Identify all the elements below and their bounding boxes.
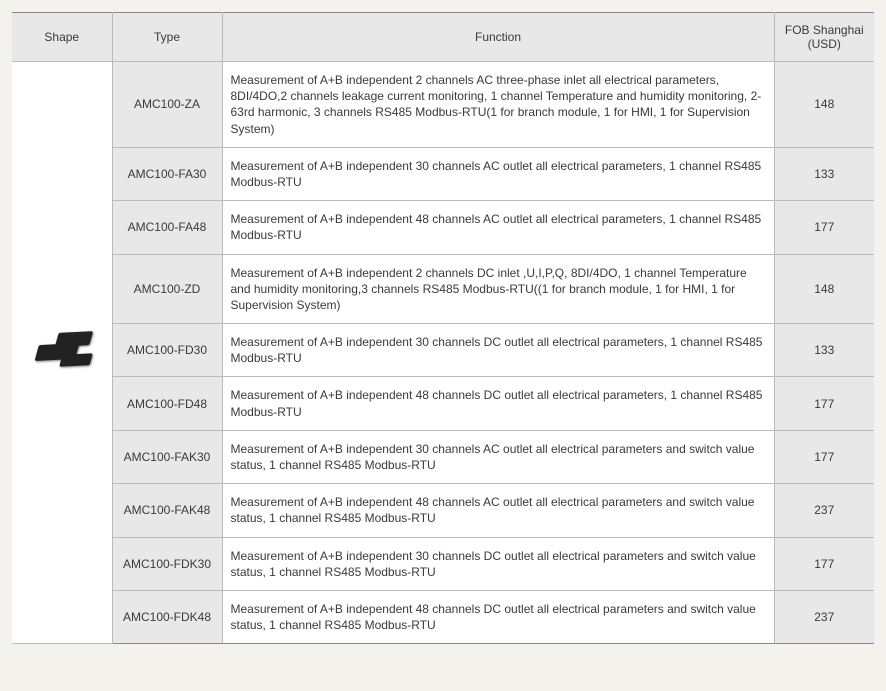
type-cell: AMC100-ZD: [112, 254, 222, 324]
table-row: AMC100-FA30 Measurement of A+B independe…: [12, 147, 874, 200]
function-cell: Measurement of A+B independent 2 channel…: [222, 254, 774, 324]
type-cell: AMC100-FAK48: [112, 484, 222, 537]
type-cell: AMC100-FD48: [112, 377, 222, 430]
col-header-price: FOB Shanghai (USD): [774, 13, 874, 62]
type-cell: AMC100-ZA: [112, 62, 222, 148]
function-cell: Measurement of A+B independent 30 channe…: [222, 147, 774, 200]
price-cell: 237: [774, 484, 874, 537]
type-cell: AMC100-FAK30: [112, 430, 222, 483]
function-cell: Measurement of A+B independent 48 channe…: [222, 484, 774, 537]
type-cell: AMC100-FA30: [112, 147, 222, 200]
module-product-icon: [27, 326, 97, 376]
price-cell: 133: [774, 324, 874, 377]
function-cell: Measurement of A+B independent 30 channe…: [222, 430, 774, 483]
type-cell: AMC100-FDK30: [112, 537, 222, 590]
col-header-type: Type: [112, 13, 222, 62]
table-row: AMC100-FD48 Measurement of A+B independe…: [12, 377, 874, 430]
table-row: AMC100-ZA Measurement of A+B independent…: [12, 62, 874, 148]
price-cell: 177: [774, 201, 874, 254]
table-row: AMC100-FAK30 Measurement of A+B independ…: [12, 430, 874, 483]
price-cell: 177: [774, 430, 874, 483]
function-cell: Measurement of A+B independent 30 channe…: [222, 324, 774, 377]
type-cell: AMC100-FA48: [112, 201, 222, 254]
function-cell: Measurement of A+B independent 30 channe…: [222, 537, 774, 590]
price-cell: 148: [774, 62, 874, 148]
function-cell: Measurement of A+B independent 48 channe…: [222, 590, 774, 643]
price-cell: 177: [774, 377, 874, 430]
table-row: AMC100-FDK30 Measurement of A+B independ…: [12, 537, 874, 590]
price-cell: 237: [774, 590, 874, 643]
col-header-function: Function: [222, 13, 774, 62]
col-header-shape: Shape: [12, 13, 112, 62]
function-cell: Measurement of A+B independent 48 channe…: [222, 377, 774, 430]
function-cell: Measurement of A+B independent 2 channel…: [222, 62, 774, 148]
type-cell: AMC100-FDK48: [112, 590, 222, 643]
table-row: AMC100-FAK48 Measurement of A+B independ…: [12, 484, 874, 537]
type-cell: AMC100-FD30: [112, 324, 222, 377]
price-cell: 148: [774, 254, 874, 324]
table-row: AMC100-FDK48 Measurement of A+B independ…: [12, 590, 874, 643]
product-table: Shape Type Function FOB Shanghai (USD) A…: [12, 12, 874, 644]
function-cell: Measurement of A+B independent 48 channe…: [222, 201, 774, 254]
table-row: AMC100-FA48 Measurement of A+B independe…: [12, 201, 874, 254]
table-row: AMC100-FD30 Measurement of A+B independe…: [12, 324, 874, 377]
price-cell: 177: [774, 537, 874, 590]
table-row: AMC100-ZD Measurement of A+B independent…: [12, 254, 874, 324]
table-header-row: Shape Type Function FOB Shanghai (USD): [12, 13, 874, 62]
price-cell: 133: [774, 147, 874, 200]
shape-cell: [12, 62, 112, 644]
